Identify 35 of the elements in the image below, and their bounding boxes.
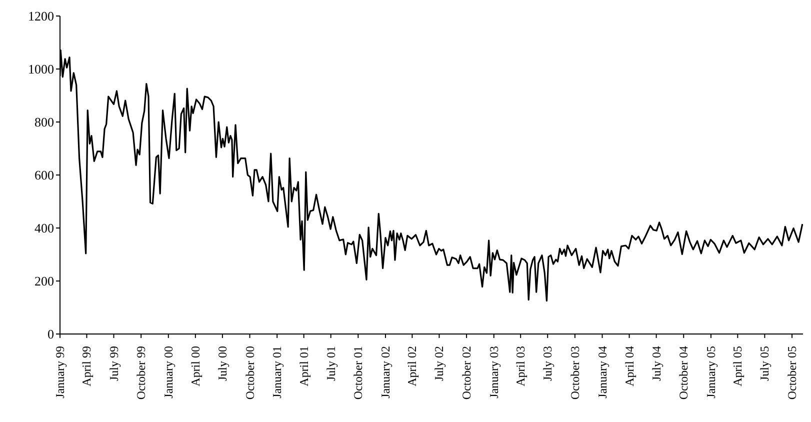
y-tick-label: 0 (48, 326, 54, 342)
x-tick-label: July 99 (106, 346, 121, 382)
x-tick-label: April 03 (514, 346, 528, 386)
x-tick-label: January 02 (378, 346, 392, 398)
x-tick-label: October 04 (676, 346, 691, 400)
x-tick-label: April 00 (188, 346, 202, 386)
x-tick-label: July 00 (215, 346, 230, 382)
x-tick-label: October 00 (242, 346, 257, 400)
y-tick-label: 600 (34, 168, 54, 183)
x-tick-label: January 01 (270, 346, 284, 398)
x-tick-label: October 02 (460, 346, 474, 400)
x-tick-label: October 05 (785, 346, 800, 400)
y-tick-label: 800 (34, 114, 54, 130)
y-tick-label: 400 (34, 220, 54, 236)
x-tick-label: April 02 (405, 346, 420, 386)
x-tick-label: July 05 (758, 346, 772, 382)
y-tick-label: 200 (34, 274, 54, 289)
x-tick-label: July 04 (649, 346, 664, 382)
x-tick-label: January 05 (704, 346, 718, 398)
x-tick-label: January 99 (53, 346, 67, 398)
x-tick-label: April 01 (296, 346, 311, 386)
x-tick-label: October 03 (568, 346, 582, 400)
y-tick-label: 1200 (28, 8, 54, 24)
x-tick-label: July 02 (432, 346, 446, 382)
x-tick-label: April 05 (730, 346, 745, 386)
x-tick-label: October 01 (351, 346, 366, 400)
x-tick-label: January 00 (161, 346, 176, 398)
x-tick-label: January 04 (595, 346, 610, 398)
x-tick-label: October 99 (134, 346, 148, 400)
y-tick-label: 1000 (28, 62, 54, 77)
x-tick-label: January 03 (486, 346, 501, 398)
x-tick-label: July 03 (540, 346, 555, 382)
x-tick-label: April 99 (80, 346, 94, 386)
x-tick-label: April 04 (622, 346, 636, 386)
x-tick-label: July 01 (324, 346, 338, 382)
